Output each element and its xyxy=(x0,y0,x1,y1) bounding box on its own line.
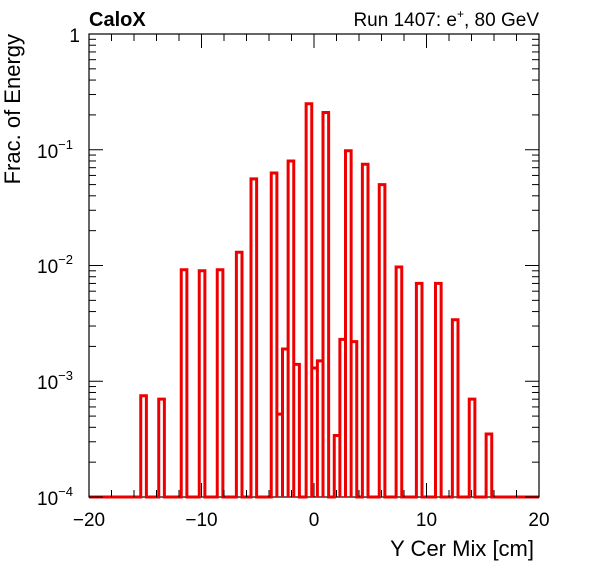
x-tick-label: 10 xyxy=(416,510,437,531)
y-tick-label-1e-2: 10−2 xyxy=(37,252,73,278)
y-tick-base: 10 xyxy=(37,489,58,510)
run-label: Run 1407: e+, 80 GeV xyxy=(353,7,539,31)
y-tick-labels: 10−4 10−3 10−2 10−1 1 xyxy=(37,26,80,510)
x-tick-label: −20 xyxy=(73,510,105,531)
run-label-superscript: + xyxy=(457,7,464,21)
run-label-prefix: Run 1407: e xyxy=(353,10,457,31)
run-label-suffix: , 80 GeV xyxy=(464,10,539,31)
y-tick-exponent: −1 xyxy=(58,137,73,152)
x-tick-label: 0 xyxy=(309,510,320,531)
y-axis-title: Frac. of Energy xyxy=(0,34,25,184)
histogram-line xyxy=(89,102,539,499)
x-axis-title: Y Cer Mix [cm] xyxy=(390,536,534,561)
y-tick-label-1e-4: 10−4 xyxy=(37,484,73,510)
x-tick-labels: −20 −10 0 10 20 xyxy=(73,510,550,531)
y-tick-label-1e-1: 10−1 xyxy=(37,137,73,163)
y-tick-label-1: 1 xyxy=(69,26,80,47)
axis-ticks xyxy=(88,33,540,498)
experiment-label: CaloX xyxy=(89,9,146,31)
y-tick-exponent: −2 xyxy=(58,252,73,267)
y-tick-label-1e-3: 10−3 xyxy=(37,368,73,394)
y-tick-base: 10 xyxy=(37,257,58,278)
x-tick-label: 20 xyxy=(528,510,549,531)
plot-frame xyxy=(88,33,540,498)
y-tick-exponent: −3 xyxy=(58,368,73,383)
x-tick-label: −10 xyxy=(185,510,217,531)
y-tick-base: 10 xyxy=(37,373,58,394)
y-tick-base: 10 xyxy=(37,142,58,163)
y-tick-exponent: −4 xyxy=(58,484,73,499)
